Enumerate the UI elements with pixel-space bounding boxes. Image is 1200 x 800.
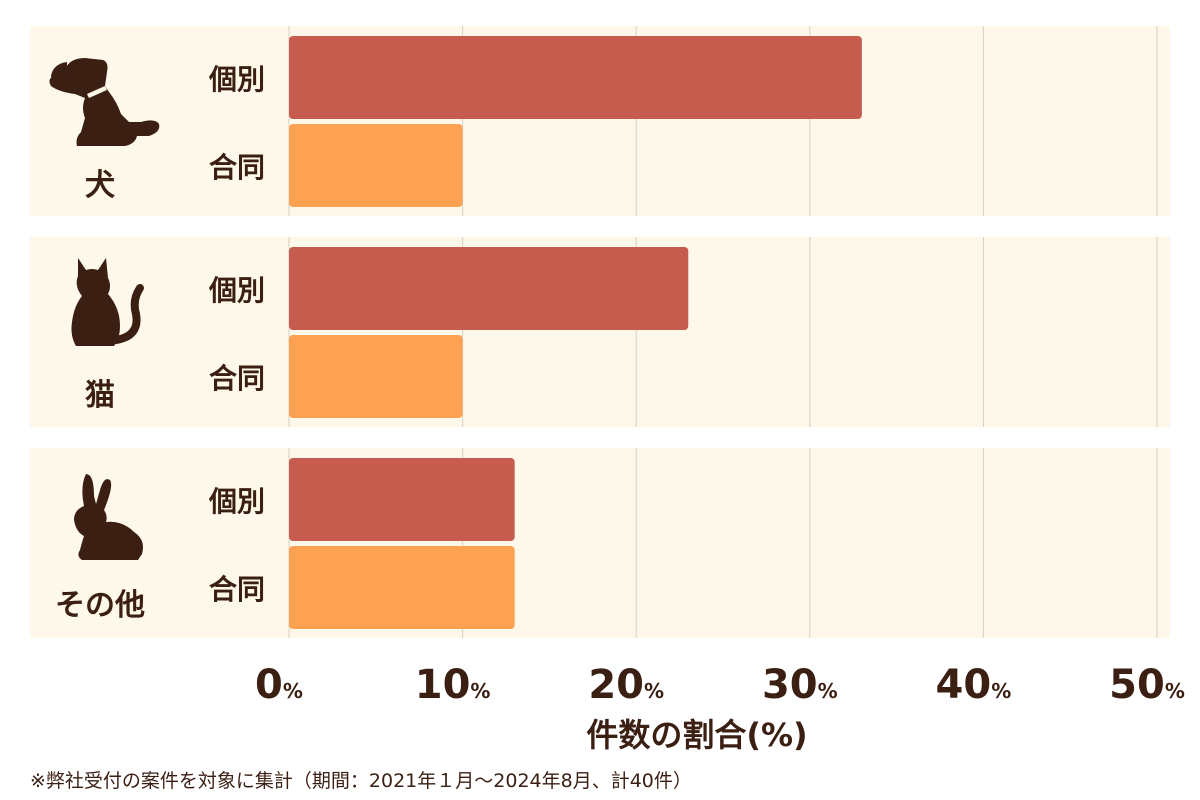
- footnote: ※弊社受付の案件を対象に集計（期間：2021年１月〜2024年8月、計40件）: [30, 770, 692, 792]
- x-tick-label: 20%: [588, 662, 664, 708]
- bar: [289, 458, 515, 541]
- bar-category-label: 個別: [208, 485, 265, 518]
- bar-category-label: 個別: [208, 63, 265, 96]
- x-tick-label: 30%: [762, 662, 838, 708]
- group-label-cat: 猫: [85, 378, 115, 413]
- x-tick-label: 10%: [415, 662, 491, 708]
- group-panel: [30, 448, 1170, 638]
- bar: [289, 335, 463, 418]
- x-tick-label: 0%: [255, 662, 303, 708]
- bar-category-label: 合同: [209, 573, 265, 606]
- bar-category-label: 合同: [209, 151, 265, 184]
- bar-category-label: 個別: [208, 274, 265, 307]
- dog-icon: [49, 58, 160, 146]
- x-tick-label: 50%: [1109, 662, 1185, 708]
- rabbit-icon: [74, 474, 143, 560]
- bar: [289, 124, 463, 207]
- group-label-other: その他: [55, 588, 145, 623]
- x-tick-label: 40%: [936, 662, 1012, 708]
- bar-category-label: 合同: [209, 362, 265, 395]
- bar: [289, 546, 515, 629]
- cat-icon: [71, 258, 144, 346]
- x-axis-label: 件数の割合(%): [586, 716, 807, 754]
- bar: [289, 36, 862, 119]
- bar: [289, 247, 689, 330]
- group-label-dog: 犬: [85, 168, 115, 203]
